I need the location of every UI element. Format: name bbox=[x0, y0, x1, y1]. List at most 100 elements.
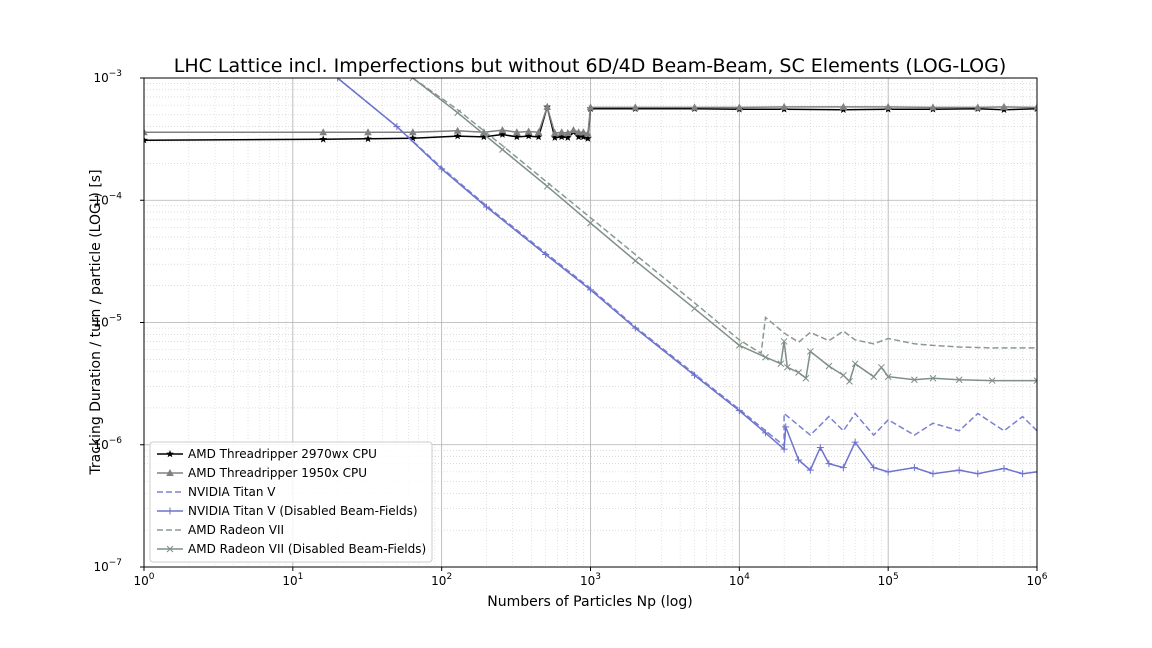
chart-title: LHC Lattice incl. Imperfections but with… bbox=[174, 55, 1006, 77]
data-point bbox=[499, 146, 506, 153]
data-point bbox=[319, 135, 327, 143]
series-4 bbox=[334, 78, 1037, 478]
data-point bbox=[1000, 464, 1008, 472]
data-point bbox=[513, 128, 521, 136]
data-point bbox=[910, 464, 918, 472]
series-6 bbox=[409, 78, 1037, 385]
data-point bbox=[166, 450, 174, 458]
data-point bbox=[319, 128, 328, 136]
data-point bbox=[364, 128, 372, 136]
data-point bbox=[870, 373, 878, 381]
data-point bbox=[364, 134, 372, 143]
data-point bbox=[780, 338, 788, 345]
series-line bbox=[412, 78, 1037, 355]
data-point bbox=[144, 128, 148, 136]
ticks: 100 101 102 103 104 105 106 10−7 10−6 10−5 10−4 10−… bbox=[93, 69, 1047, 588]
data-point bbox=[806, 348, 814, 355]
data-point bbox=[564, 128, 572, 136]
data-point bbox=[955, 466, 963, 474]
data-point bbox=[846, 378, 853, 385]
data-point bbox=[762, 429, 770, 437]
data-point bbox=[557, 132, 566, 141]
data-point bbox=[735, 407, 743, 415]
data-point bbox=[1033, 377, 1037, 384]
data-point bbox=[735, 103, 744, 111]
data-point bbox=[551, 128, 559, 136]
data-point bbox=[453, 132, 462, 140]
data-point bbox=[825, 362, 833, 370]
x-tick-label: 102 bbox=[431, 572, 452, 588]
series-line bbox=[337, 78, 1037, 448]
data-point bbox=[409, 134, 417, 142]
data-point bbox=[524, 127, 533, 135]
data-point bbox=[579, 132, 588, 141]
data-point bbox=[454, 109, 461, 117]
legend-label: AMD Threadripper 2970wx CPU bbox=[188, 447, 377, 461]
data-point bbox=[878, 363, 885, 371]
data-point bbox=[762, 353, 769, 361]
legend-label: NVIDIA Titan V (Disabled Beam-Fields) bbox=[188, 504, 418, 518]
x-tick-label: 104 bbox=[729, 572, 750, 588]
data-point bbox=[974, 470, 982, 478]
data-point bbox=[543, 182, 551, 190]
y-tick-label: 10−3 bbox=[93, 69, 122, 85]
data-point bbox=[334, 78, 342, 82]
data-point bbox=[782, 423, 790, 431]
series-2 bbox=[144, 102, 1037, 137]
legend-label: AMD Radeon VII bbox=[188, 523, 284, 537]
data-point bbox=[409, 78, 417, 82]
legend: AMD Threadripper 2970wx CPU AMD Threadrip… bbox=[149, 441, 433, 563]
x-tick-label: 105 bbox=[878, 572, 899, 588]
data-point bbox=[777, 360, 785, 368]
x-tick-label: 106 bbox=[1026, 572, 1047, 588]
data-point bbox=[929, 374, 937, 382]
y-tick-label: 10−6 bbox=[93, 436, 122, 452]
x-tick-label: 103 bbox=[580, 572, 601, 588]
y-tick-label: 10−7 bbox=[93, 558, 122, 574]
data-point bbox=[579, 128, 588, 136]
data-point bbox=[691, 305, 698, 312]
x-tick-label: 101 bbox=[282, 572, 303, 588]
legend-label: AMD Radeon VII (Disabled Beam-Fields) bbox=[188, 542, 426, 556]
data-point bbox=[690, 103, 699, 111]
data-point bbox=[584, 129, 592, 137]
data-point bbox=[780, 445, 788, 453]
data-point bbox=[884, 468, 892, 476]
data-point bbox=[1019, 470, 1027, 478]
data-point bbox=[631, 324, 639, 332]
data-point bbox=[955, 376, 963, 384]
legend-entry: NVIDIA Titan V bbox=[157, 485, 276, 499]
data-point bbox=[409, 128, 417, 136]
legend-entry: AMD Threadripper 2970wx CPU bbox=[157, 447, 377, 461]
series-5 bbox=[412, 78, 1037, 355]
legend-entry: NVIDIA Titan V (Disabled Beam-Fields) bbox=[157, 504, 418, 518]
data-point bbox=[393, 123, 401, 131]
data-point bbox=[816, 443, 824, 451]
data-point bbox=[542, 250, 550, 258]
data-point bbox=[586, 103, 595, 111]
data-point bbox=[513, 132, 521, 141]
legend-entry: AMD Radeon VII (Disabled Beam-Fields) bbox=[157, 542, 426, 556]
data-point bbox=[587, 219, 594, 227]
data-point bbox=[851, 360, 859, 368]
data-point bbox=[839, 102, 848, 110]
data-point bbox=[564, 133, 572, 141]
data-point bbox=[166, 545, 174, 553]
x-tick-label: 100 bbox=[133, 572, 154, 588]
data-point bbox=[453, 126, 462, 134]
data-point bbox=[631, 103, 640, 111]
legend-entry: AMD Threadripper 1950x CPU bbox=[157, 466, 367, 480]
legend-entry: AMD Radeon VII bbox=[157, 523, 284, 537]
data-point bbox=[574, 132, 583, 141]
data-point bbox=[973, 103, 982, 111]
data-point bbox=[574, 128, 583, 136]
data-point bbox=[631, 257, 639, 265]
data-point bbox=[795, 369, 802, 376]
data-point bbox=[795, 456, 803, 464]
data-point bbox=[587, 286, 594, 294]
data-point bbox=[691, 371, 699, 379]
data-point bbox=[534, 128, 543, 136]
data-point bbox=[498, 126, 507, 134]
data-point bbox=[840, 371, 847, 379]
